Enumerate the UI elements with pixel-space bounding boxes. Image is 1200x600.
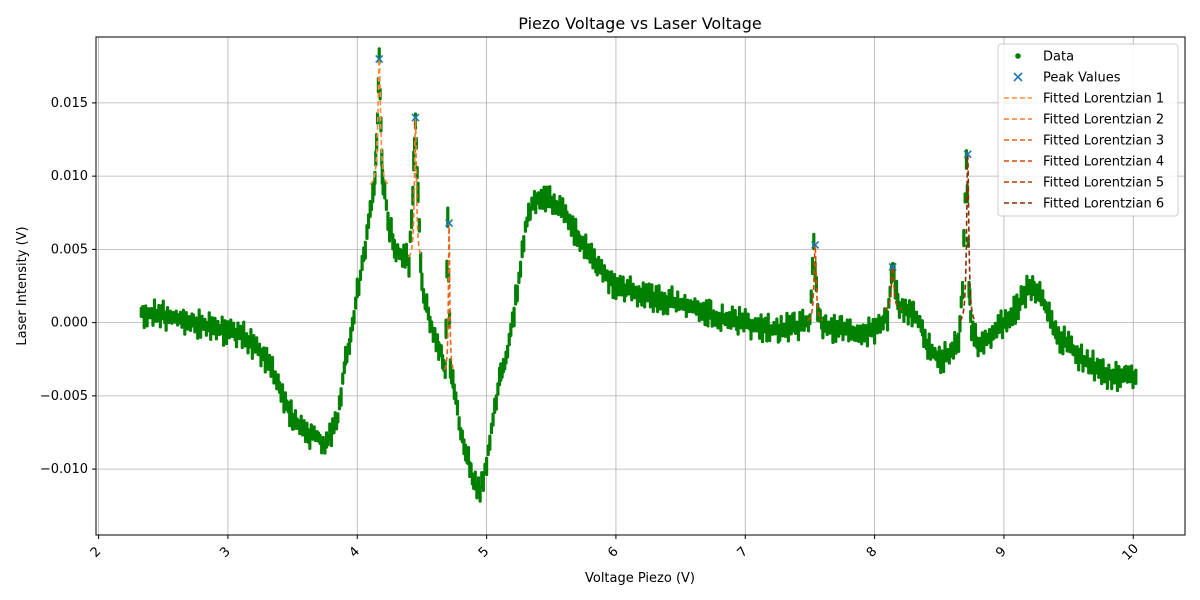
peak-marker: [411, 113, 420, 122]
legend-entry: Data: [1015, 50, 1074, 65]
legend-label: Data: [1043, 50, 1074, 65]
legend-label: Fitted Lorentzian 1: [1043, 92, 1164, 107]
y-tick-label: −0.005: [40, 389, 88, 404]
legend-entry: Fitted Lorentzian 5: [1004, 176, 1164, 191]
y-axis-ticks: −0.010 −0.005 0.000 0.005 0.010 0.015: [40, 96, 96, 477]
legend-entry: Peak Values: [1013, 71, 1121, 86]
peak-marker: [888, 262, 897, 272]
fit-curve: [883, 266, 903, 311]
peak-marker: [811, 240, 820, 250]
y-tick-label: 0.005: [51, 242, 88, 257]
fit-curve: [959, 154, 977, 322]
fit-curve: [369, 58, 390, 186]
legend-label: Peak Values: [1043, 71, 1121, 86]
data-series: [139, 47, 1138, 503]
legend-entry: Fitted Lorentzian 2: [1004, 113, 1164, 128]
peak-marker: [963, 150, 972, 159]
legend-entry: Fitted Lorentzian 6: [1004, 197, 1164, 212]
y-tick-label: 0.010: [51, 169, 88, 184]
legend-label: Fitted Lorentzian 3: [1043, 134, 1164, 149]
legend: Data Peak Values Fitted Lorentzian 1 Fitted…: [997, 43, 1179, 217]
peak-markers: [375, 54, 972, 272]
peak-marker: [375, 54, 384, 64]
chart-title: Piezo Voltage vs Laser Voltage: [518, 14, 761, 33]
peak-marker: [445, 218, 454, 228]
legend-entry: Fitted Lorentzian 3: [1004, 134, 1164, 149]
fit-curve: [806, 244, 824, 322]
legend-label: Fitted Lorentzian 2: [1043, 113, 1164, 128]
legend-swatch-x: [1013, 72, 1023, 82]
plot-frame: [95, 36, 1186, 536]
legend-label: Fitted Lorentzian 6: [1043, 197, 1164, 212]
legend-label: Fitted Lorentzian 4: [1043, 155, 1164, 170]
y-tick-label: 0.000: [51, 316, 88, 331]
legend-entry: Fitted Lorentzian 4: [1004, 155, 1164, 170]
y-axis-title: Laser Intensity (V): [15, 226, 30, 345]
legend-label: Fitted Lorentzian 5: [1043, 176, 1164, 191]
x-axis-title: Voltage Piezo (V): [585, 571, 695, 586]
legend-entry: Fitted Lorentzian 1: [1004, 92, 1164, 107]
legend-swatch-dot: [1015, 53, 1021, 59]
y-tick-label: −0.010: [40, 462, 88, 477]
legend-box: [997, 43, 1179, 217]
y-tick-label: 0.015: [51, 96, 88, 111]
